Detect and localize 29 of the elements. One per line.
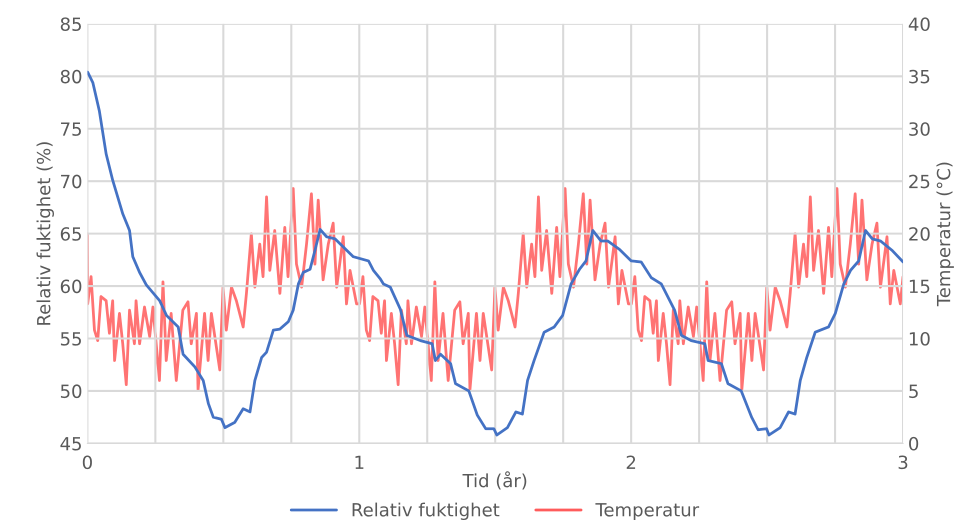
y2-tick-label: 20: [909, 227, 930, 241]
y2-tick-label: 25: [909, 174, 930, 188]
x-axis-title: Tid (år): [462, 471, 526, 490]
y-tick-label: 70: [61, 174, 82, 188]
y2-tick-label: 15: [910, 280, 930, 294]
line-series: [87, 70, 904, 436]
y2-axis-title: Temperatur (°C): [936, 162, 954, 306]
y-axis-title: Relativ fuktighet (%): [36, 142, 54, 325]
x-tick-label: 0: [82, 456, 92, 470]
y2-tick-label: 0: [909, 436, 918, 450]
y-tick-label: 45: [60, 437, 81, 450]
y2-tick-label: 35: [909, 70, 930, 84]
y2-tick-label: 10: [910, 332, 930, 346]
y-tick-label: 75: [61, 122, 81, 136]
x-tick-label: 1: [356, 456, 364, 469]
x-tick-label: 3: [898, 456, 908, 470]
legend-label: Temperatur: [595, 503, 700, 520]
legend-label: Relativ fuktighet: [352, 502, 500, 520]
line-series: [87, 187, 904, 392]
y-tick-label: 65: [60, 227, 81, 241]
y-tick-label: 60: [60, 280, 82, 294]
y2-tick-label: 5: [909, 384, 918, 398]
y-tick-label: 80: [60, 70, 82, 84]
y-tick-label: 50: [60, 384, 82, 398]
y-tick-label: 85: [60, 17, 81, 32]
x-tick-label: 2: [626, 456, 636, 469]
y-tick-label: 55: [60, 332, 81, 346]
y2-tick-label: 40: [908, 17, 930, 32]
y2-tick-label: 30: [909, 122, 930, 136]
